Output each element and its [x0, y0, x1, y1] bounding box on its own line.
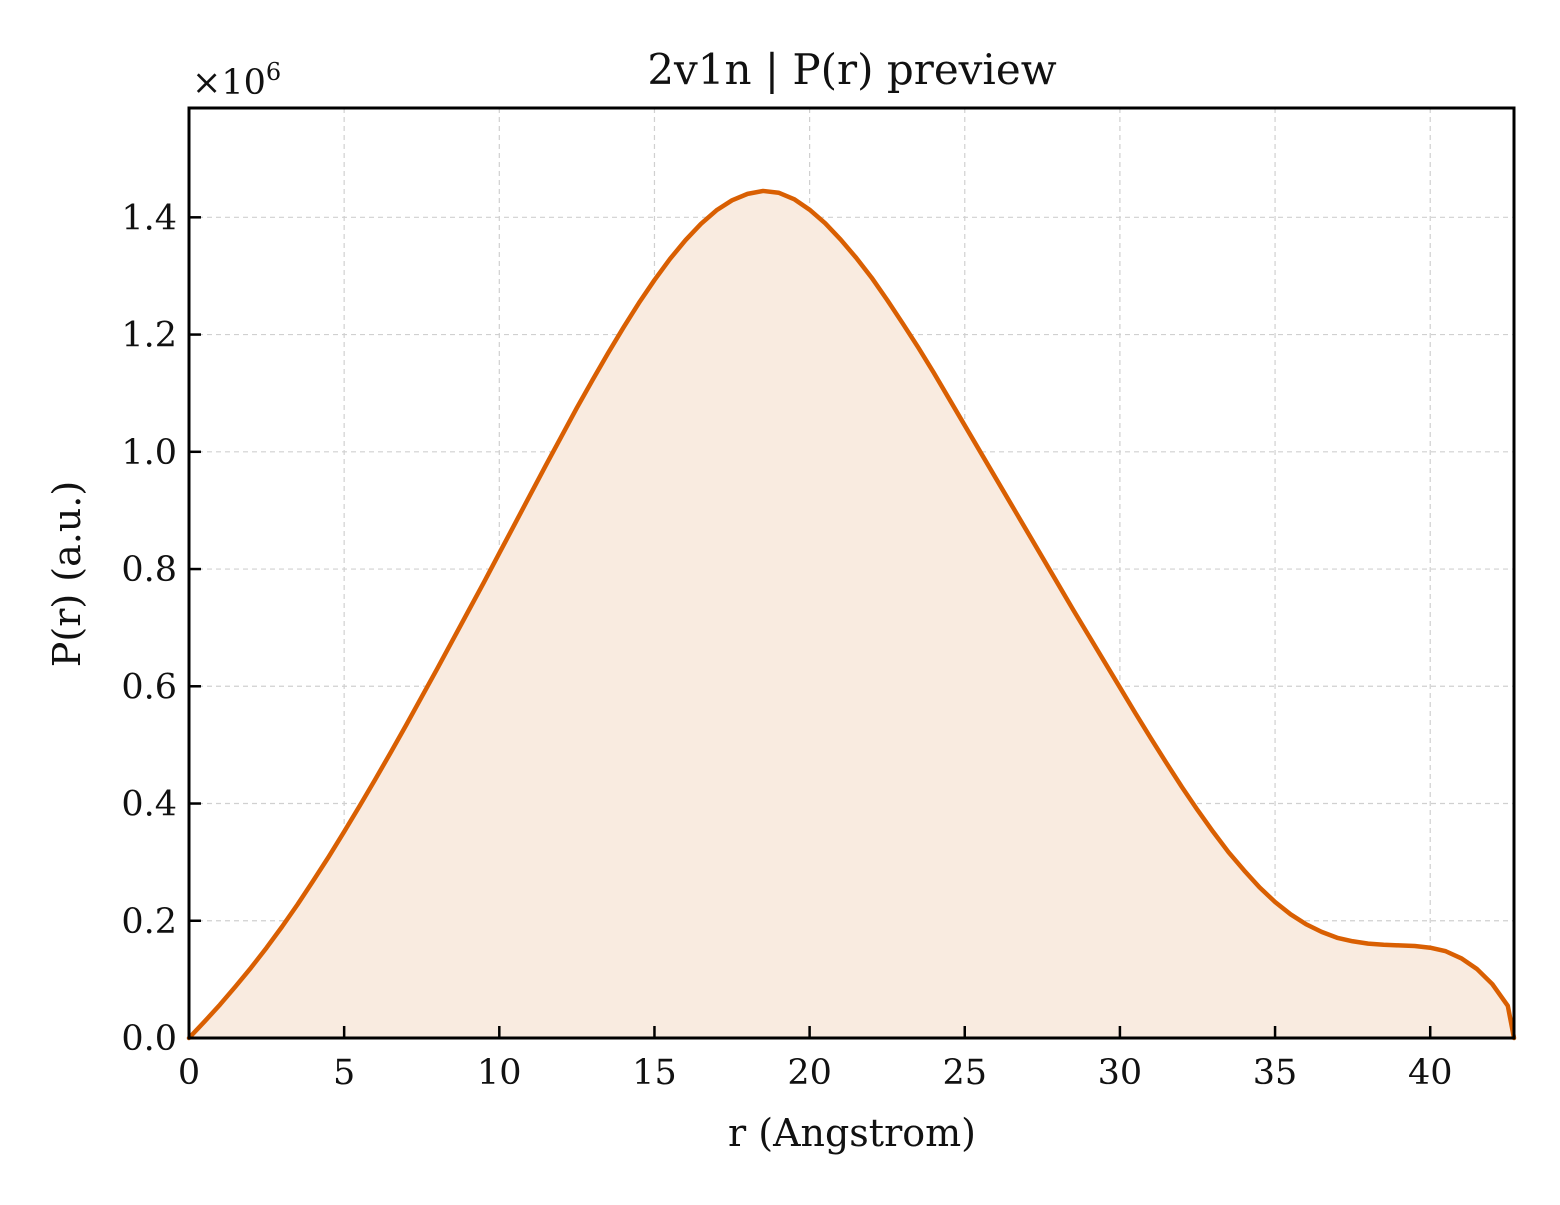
chart-title: 2v1n | P(r) preview [647, 45, 1056, 94]
y-axis-multiplier: ×106 [192, 58, 281, 103]
y-multiplier-exponent: 6 [266, 58, 281, 86]
pr-series-line [186, 188, 1517, 1041]
data-layer [186, 188, 1517, 1041]
y-tick-label: 1.0 [121, 433, 177, 473]
y-axis-label: P(r) (a.u.) [45, 481, 89, 667]
y-multiplier-base: ×10 [192, 63, 266, 103]
x-tick-label: 0 [178, 1053, 200, 1093]
y-tick-label: 0.4 [121, 785, 177, 825]
x-tick-label: 15 [632, 1053, 677, 1093]
y-tick-label: 0.8 [121, 550, 177, 590]
axis-ticks: 0 5 10 15 20 25 30 35 40 0.0 0.2 0.4 0.6 0.8 1.0 1.2 1.4 [121, 198, 1452, 1093]
y-tick-label: 0.2 [121, 902, 177, 942]
x-tick-label: 25 [942, 1053, 987, 1093]
y-tick-label: 1.2 [121, 316, 177, 356]
x-tick-label: 40 [1408, 1053, 1453, 1093]
y-tick-label: 1.4 [121, 198, 177, 238]
pr-area-fill [189, 190, 1514, 1038]
x-tick-label: 10 [477, 1053, 522, 1093]
x-tick-label: 5 [333, 1053, 355, 1093]
x-tick-label: 35 [1253, 1053, 1298, 1093]
x-tick-label: 20 [787, 1053, 832, 1093]
y-tick-label: 0.6 [121, 667, 177, 707]
x-tick-label: 30 [1098, 1053, 1143, 1093]
plot-frame [187, 106, 1516, 1040]
y-tick-label: 0.0 [121, 1019, 177, 1059]
plot-border [187, 106, 1516, 1040]
x-axis-label: r (Angstrom) [728, 1111, 976, 1155]
